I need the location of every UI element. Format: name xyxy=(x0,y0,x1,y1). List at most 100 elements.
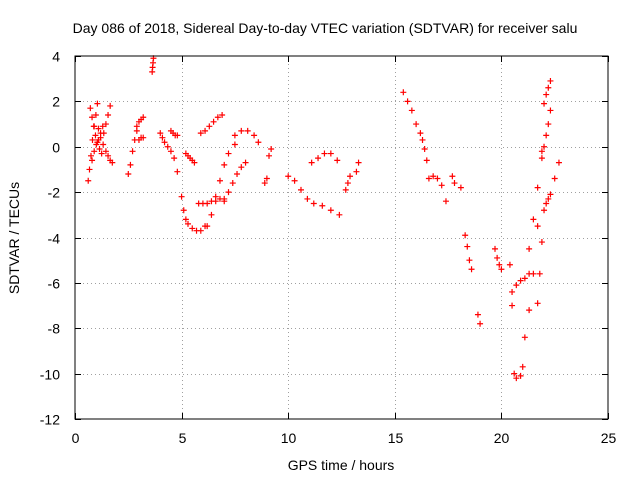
series-arc-40 xyxy=(541,77,554,107)
data-point xyxy=(174,168,181,175)
data-point xyxy=(547,107,554,114)
series-arc-15 xyxy=(197,111,226,137)
data-point xyxy=(509,302,516,309)
data-point xyxy=(327,150,334,157)
data-point xyxy=(519,363,526,370)
data-point xyxy=(449,173,456,180)
series-arc-23 xyxy=(342,173,354,193)
data-point xyxy=(526,307,533,314)
data-point xyxy=(94,100,101,107)
data-point xyxy=(327,207,334,214)
data-point xyxy=(212,193,219,200)
data-point xyxy=(197,130,204,137)
series-arc-08 xyxy=(135,134,147,143)
data-point xyxy=(229,180,236,187)
data-point xyxy=(98,150,105,157)
data-point xyxy=(125,170,132,177)
data-point xyxy=(530,270,537,277)
data-point xyxy=(457,184,464,191)
data-points xyxy=(85,55,562,382)
data-point xyxy=(96,146,103,153)
data-point xyxy=(513,375,520,382)
x-tick-label: 20 xyxy=(494,430,510,446)
data-point xyxy=(92,132,99,139)
series-arc-05 xyxy=(100,102,114,137)
data-point xyxy=(517,277,524,284)
data-point xyxy=(319,202,326,209)
y-tick-label: 0 xyxy=(52,140,60,156)
data-point xyxy=(216,177,223,184)
y-tick-label: -4 xyxy=(48,231,61,247)
x-tick-label: 5 xyxy=(179,430,187,446)
data-point xyxy=(438,182,445,189)
data-point xyxy=(534,223,541,230)
data-point xyxy=(530,216,537,223)
data-point xyxy=(100,141,107,148)
series-arc-26 xyxy=(419,136,430,164)
data-point xyxy=(285,173,292,180)
data-point xyxy=(538,239,545,246)
data-point xyxy=(206,123,213,130)
series-arc-02 xyxy=(87,105,105,157)
data-point xyxy=(344,180,351,187)
data-point xyxy=(509,288,516,295)
series-arc-11 xyxy=(167,127,181,139)
data-point xyxy=(466,257,473,264)
data-point xyxy=(347,173,354,180)
data-point xyxy=(404,98,411,105)
data-point xyxy=(251,132,258,139)
data-point xyxy=(419,136,426,143)
data-point xyxy=(89,157,96,164)
series-arc-31 xyxy=(492,245,505,273)
data-point xyxy=(263,175,270,182)
series-arc-29 xyxy=(462,232,475,273)
data-point xyxy=(214,114,221,121)
series-arc-10 xyxy=(157,130,181,175)
data-point xyxy=(161,139,168,146)
data-point xyxy=(310,200,317,207)
data-point xyxy=(92,111,99,118)
x-axis-label: GPS time / hours xyxy=(288,457,395,473)
y-axis-label: SDTVAR / TECUs xyxy=(6,182,22,294)
data-point xyxy=(180,207,187,214)
data-point xyxy=(494,254,501,261)
data-point xyxy=(189,225,196,232)
x-tick-label: 15 xyxy=(388,430,404,446)
data-point xyxy=(547,77,554,84)
data-point xyxy=(477,320,484,327)
series-arc-13 xyxy=(182,150,198,166)
data-point xyxy=(541,143,548,150)
series-arc-16 xyxy=(204,141,238,230)
data-point xyxy=(430,173,437,180)
chart-title: Day 086 of 2018, Sidereal Day-to-day VTE… xyxy=(73,20,578,36)
data-point xyxy=(99,123,106,130)
data-point xyxy=(545,195,552,202)
y-tick-label: -8 xyxy=(48,321,61,337)
data-point xyxy=(534,184,541,191)
data-point xyxy=(219,111,226,118)
series-arc-35 xyxy=(521,155,545,341)
data-point xyxy=(534,300,541,307)
data-point xyxy=(492,245,499,252)
series-arc-22 xyxy=(308,150,341,166)
data-point xyxy=(353,168,360,175)
data-point xyxy=(464,243,471,250)
data-point xyxy=(474,311,481,318)
data-point xyxy=(225,189,232,196)
data-point xyxy=(89,136,96,143)
data-point xyxy=(543,200,550,207)
data-point xyxy=(521,334,528,341)
data-point xyxy=(93,141,100,148)
data-point xyxy=(105,111,112,118)
data-point xyxy=(538,155,545,162)
series-arc-27 xyxy=(425,173,449,205)
data-point xyxy=(291,177,298,184)
data-point xyxy=(297,186,304,193)
y-tick-label: -6 xyxy=(48,276,61,292)
series-arc-21 xyxy=(285,173,343,218)
data-point xyxy=(496,261,503,268)
data-point xyxy=(255,139,262,146)
data-point xyxy=(545,121,552,128)
x-tick-labels: 0 5 10 15 20 25 xyxy=(72,430,617,446)
